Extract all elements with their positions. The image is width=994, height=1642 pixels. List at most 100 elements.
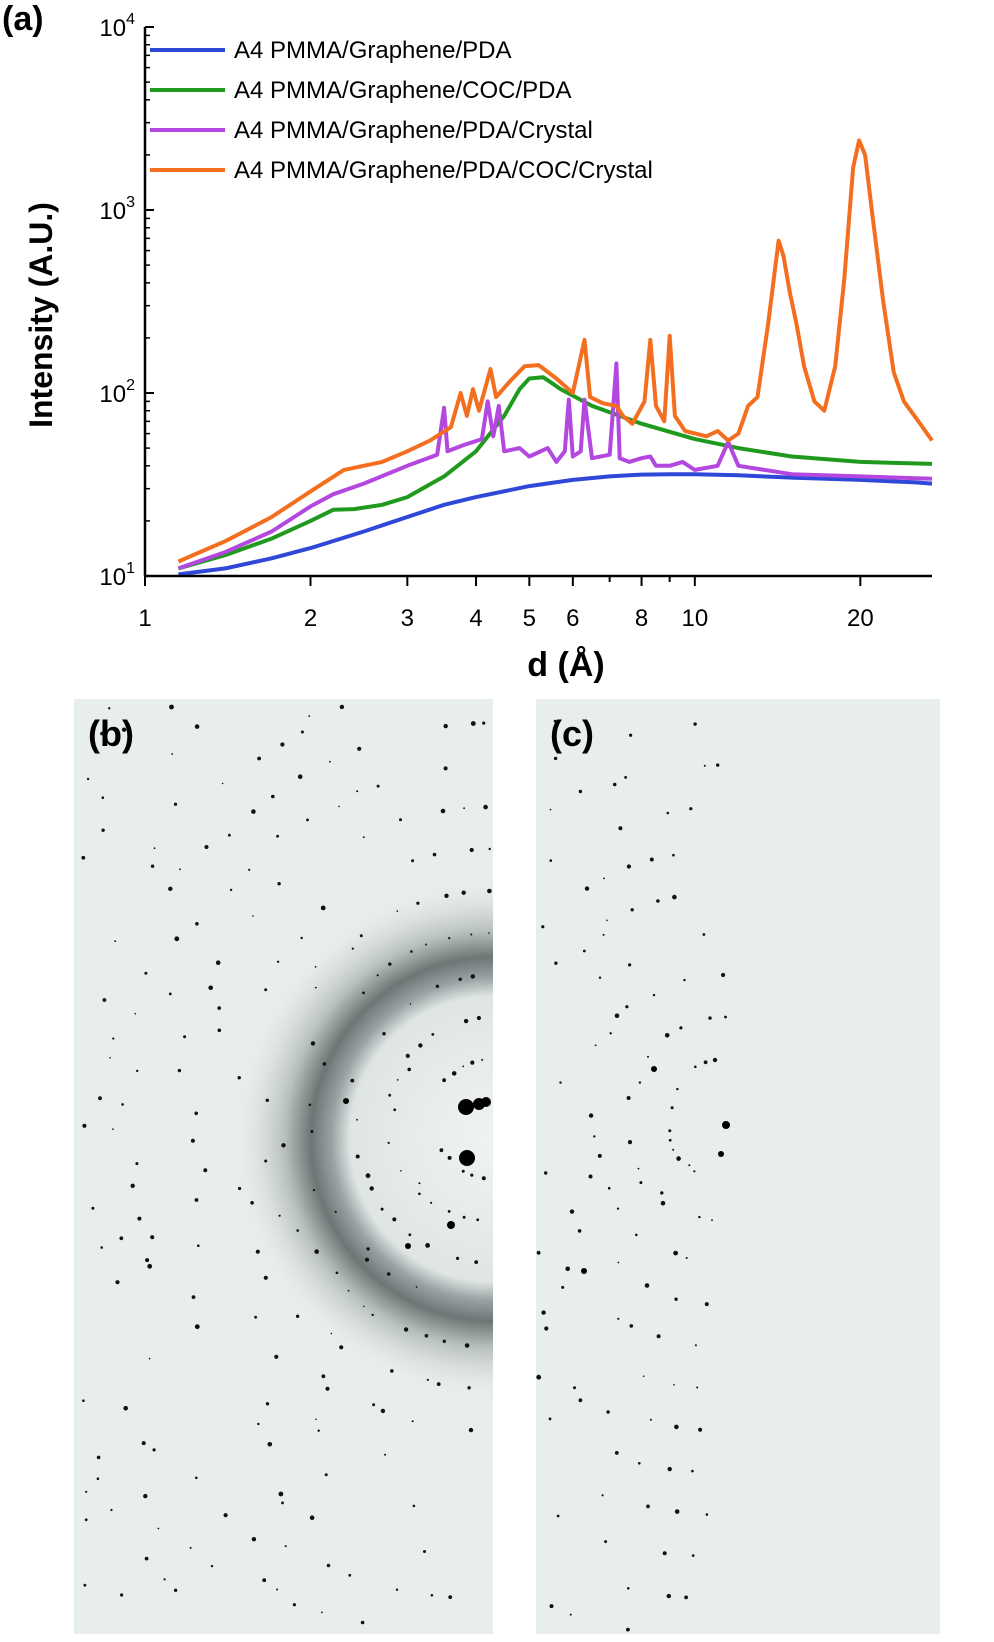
diffraction-spot	[112, 1128, 114, 1130]
diffraction-spot	[415, 1286, 418, 1288]
diffraction-spot	[278, 1491, 284, 1497]
x-tick-label: 10	[681, 605, 708, 632]
diffraction-spot	[217, 1028, 222, 1033]
diffraction-spot	[96, 1477, 100, 1480]
diffraction-spot	[144, 1556, 149, 1561]
diffraction-spot	[343, 1098, 349, 1104]
diffraction-spot	[672, 894, 677, 900]
diffraction-spot	[324, 1473, 328, 1477]
diffraction-spot	[284, 1545, 287, 1548]
panel-c-label: (c)	[550, 713, 594, 754]
diffraction-spot	[409, 1003, 412, 1005]
diffraction-spot	[228, 833, 231, 837]
diffraction-spot	[689, 807, 693, 811]
diffraction-spot	[112, 1037, 115, 1040]
diffraction-spot	[194, 724, 200, 729]
diffraction-spot	[255, 1249, 260, 1254]
diffraction-spot	[276, 960, 280, 963]
diffraction-spot	[405, 1243, 411, 1249]
diffraction-spot	[588, 1113, 594, 1118]
diffraction-spot	[173, 802, 178, 806]
diffraction-spot	[468, 1427, 474, 1433]
diffraction-spot	[190, 1138, 195, 1143]
diffraction-spot	[553, 719, 557, 723]
diffraction-spot	[177, 1068, 182, 1073]
diffraction-spot	[544, 1171, 548, 1175]
diffraction-spot	[251, 1537, 257, 1542]
diffraction-spot	[321, 1374, 326, 1379]
diffraction-spot	[425, 1243, 430, 1248]
diffraction-spot	[561, 1285, 565, 1289]
diffraction-spot	[626, 1096, 631, 1100]
diffraction-spot	[447, 1210, 451, 1213]
diffraction-spot	[581, 1268, 587, 1274]
diffraction-spot	[141, 1441, 146, 1446]
diffraction-spot	[565, 1266, 570, 1272]
axes-layer: 101 102 103 104 1 2 3 4 5 6 8 10 20	[99, 11, 932, 632]
diffraction-spot	[578, 1398, 583, 1403]
diffraction-spot	[135, 1162, 139, 1166]
diffraction-spot	[442, 1339, 446, 1343]
diffraction-spot	[388, 962, 392, 966]
diffraction-spot	[400, 1170, 402, 1172]
diffraction-spot	[136, 1069, 139, 1073]
diffraction-spot	[712, 1057, 718, 1063]
x-tick-label: 8	[635, 605, 648, 632]
diffraction-spot	[673, 1250, 678, 1256]
diffraction-spot	[371, 1313, 374, 1317]
intensity-chart: 101 102 103 104 1 2 3 4 5 6 8 10 20 A4 PMMA/Graphene…	[23, 11, 934, 684]
diffraction-spot	[321, 1611, 323, 1614]
legend-label-4: A4 PMMA/Graphene/PDA/COC/Crystal	[234, 157, 653, 184]
diffraction-spot	[334, 1210, 337, 1213]
diffraction-spot	[660, 1191, 664, 1195]
diffraction-spot	[635, 1233, 638, 1237]
diffraction-spot	[355, 1154, 360, 1159]
diffraction-spot	[624, 776, 627, 779]
diffraction-spot	[578, 789, 583, 794]
diffraction-image-b	[74, 699, 493, 1634]
diffraction-spot	[691, 1469, 694, 1473]
diffraction-spot	[638, 1081, 642, 1084]
series-line-4	[177, 138, 934, 564]
diffraction-spot	[399, 818, 402, 822]
diffraction-spot	[115, 1280, 120, 1285]
diffraction-spot	[544, 1326, 549, 1331]
panel-b-label: (b)	[88, 713, 134, 754]
diffraction-spot	[642, 1375, 645, 1377]
diffraction-spot	[432, 852, 437, 857]
diffraction-spot	[123, 1405, 128, 1411]
series-line-1	[178, 472, 933, 577]
x-tick-label: 5	[523, 605, 536, 632]
diffraction-spot	[602, 933, 605, 936]
diffraction-spot	[300, 936, 303, 940]
diffraction-spot	[335, 1271, 339, 1275]
diffraction-spot	[647, 1055, 649, 1058]
diffraction-image-c	[536, 699, 940, 1634]
diffraction-spot	[711, 1219, 713, 1222]
diffraction-spot	[470, 1060, 475, 1065]
diffraction-spot	[447, 1221, 455, 1229]
diffraction-spot	[262, 1578, 267, 1583]
diffraction-spot	[443, 766, 448, 771]
diffraction-spot	[195, 1476, 198, 1480]
diffraction-spot	[705, 1513, 709, 1516]
diffraction-spot	[703, 1060, 708, 1065]
y-tick-label: 101	[99, 560, 135, 591]
series-line-2	[177, 375, 933, 571]
diffraction-spot	[462, 1065, 465, 1068]
diffraction-spot	[593, 1135, 596, 1138]
diffraction-spot	[322, 1062, 327, 1066]
diffraction-spot	[393, 1108, 397, 1112]
diffraction-spot	[683, 978, 686, 982]
diffraction-spot	[716, 763, 720, 767]
diffraction-spot	[310, 1041, 316, 1046]
diffraction-spot	[195, 922, 199, 926]
diffraction-spot	[387, 1141, 390, 1144]
diffraction-spot	[179, 868, 181, 871]
diffraction-spot	[606, 1410, 610, 1414]
diffraction-spot	[274, 1354, 279, 1359]
diffraction-spot	[704, 1302, 709, 1307]
diffraction-spot	[672, 1148, 675, 1151]
diffraction-spot	[300, 730, 304, 734]
diffraction-spot	[676, 1087, 679, 1091]
